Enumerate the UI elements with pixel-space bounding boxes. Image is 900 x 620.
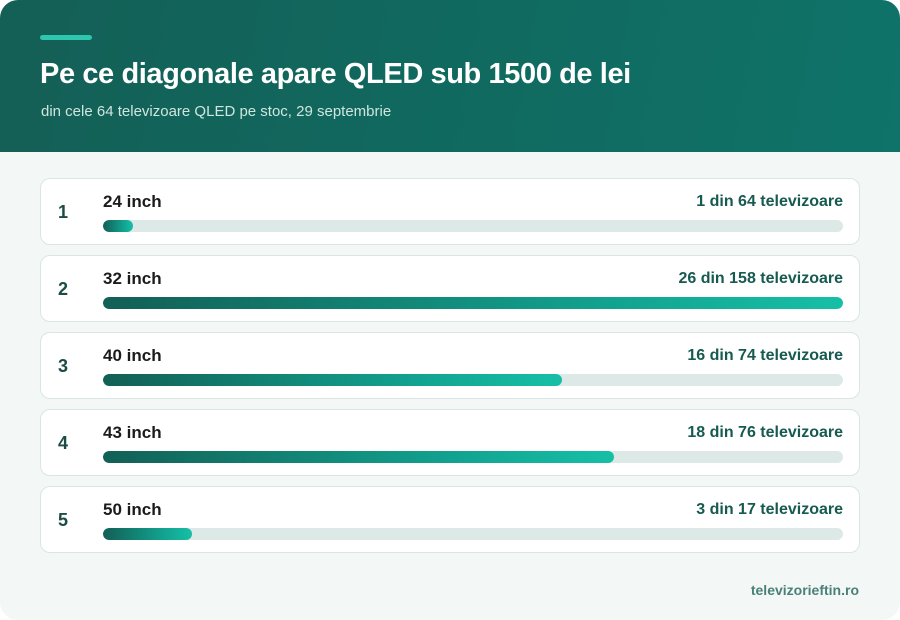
value-label: 3 din 17 televizoare [696, 501, 843, 518]
chart-subtitle: din cele 64 televizoare QLED pe stoc, 29… [41, 103, 392, 120]
bar-fill [103, 220, 133, 232]
bar-track [103, 528, 843, 540]
bar-track [103, 451, 843, 463]
rank-number: 1 [58, 202, 69, 222]
category-label: 40 inch [103, 346, 162, 365]
value-label: 26 din 158 televizoare [678, 270, 843, 287]
chart-title: Pe ce diagonale apare QLED sub 1500 de l… [40, 58, 631, 90]
value-label: 16 din 74 televizoare [687, 347, 843, 364]
value-label: 18 din 76 televizoare [687, 424, 843, 441]
bar-fill [103, 528, 192, 540]
bar-fill [103, 374, 562, 386]
source-label: televizorieftin.ro [750, 582, 859, 598]
bar-track [103, 374, 843, 386]
category-label: 50 inch [103, 500, 162, 519]
bar-row: 2 32 inch 26 din 158 televizoare [40, 255, 860, 322]
bar-row: 3 40 inch 16 din 74 televizoare [40, 332, 860, 399]
rank-number: 3 [58, 356, 69, 376]
bar-row: 4 43 inch 18 din 76 televizoare [40, 409, 860, 476]
rank-number: 4 [58, 433, 69, 453]
rank-number: 5 [58, 510, 69, 530]
bar-fill [103, 451, 614, 463]
category-label: 24 inch [103, 192, 162, 211]
header: Pe ce diagonale apare QLED sub 1500 de l… [0, 0, 900, 152]
bar-row: 1 24 inch 1 din 64 televizoare [40, 178, 860, 245]
category-label: 32 inch [103, 269, 162, 288]
bar-track [103, 220, 843, 232]
rank-number: 2 [58, 279, 69, 299]
bar-fill [103, 297, 843, 309]
category-label: 43 inch [103, 423, 162, 442]
bar-track [103, 297, 843, 309]
accent-line [40, 35, 92, 40]
bar-rows: 1 24 inch 1 din 64 televizoare 2 32 inch 26 d… [40, 178, 860, 563]
bar-row: 5 50 inch 3 din 17 televizoare [40, 486, 860, 553]
value-label: 1 din 64 televizoare [696, 193, 843, 210]
